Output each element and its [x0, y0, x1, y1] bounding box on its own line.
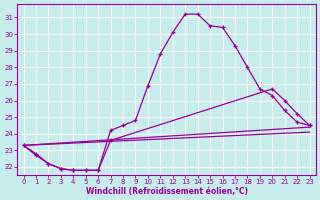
X-axis label: Windchill (Refroidissement éolien,°C): Windchill (Refroidissement éolien,°C) — [85, 187, 248, 196]
